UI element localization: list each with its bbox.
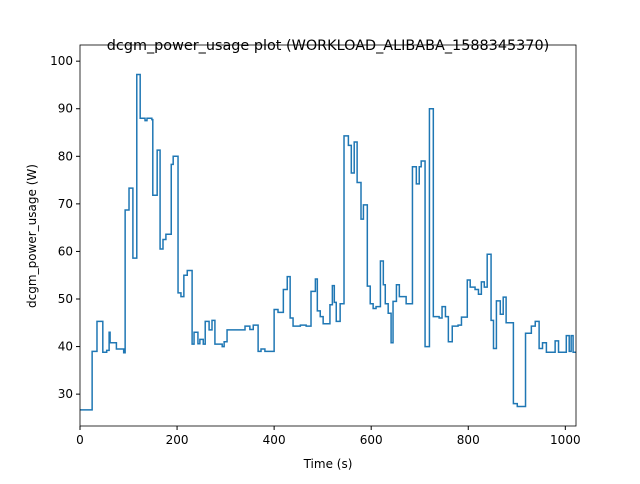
y-tick-label: 90 xyxy=(58,102,73,116)
x-axis-label: Time (s) xyxy=(303,457,353,471)
x-tick-label: 0 xyxy=(76,433,84,447)
x-tick-label: 600 xyxy=(360,433,383,447)
y-tick-label: 60 xyxy=(58,244,73,258)
y-tick-label: 30 xyxy=(58,387,73,401)
chart-title: dcgm_power_usage plot (WORKLOAD_ALIBABA_… xyxy=(107,38,549,54)
x-tick-label: 800 xyxy=(457,433,480,447)
y-tick-label: 50 xyxy=(58,292,73,306)
y-axis-label: dcgm_power_usage (W) xyxy=(25,164,39,308)
y-tick-label: 100 xyxy=(50,54,73,68)
axes-frame xyxy=(79,44,577,427)
y-tick-label: 70 xyxy=(58,197,73,211)
x-tick-label: 1000 xyxy=(550,433,581,447)
x-tick-label: 200 xyxy=(166,433,189,447)
x-tick-label: 400 xyxy=(263,433,286,447)
data-line xyxy=(80,73,576,411)
y-tick-label: 80 xyxy=(58,149,73,163)
y-tick-label: 40 xyxy=(58,340,73,354)
